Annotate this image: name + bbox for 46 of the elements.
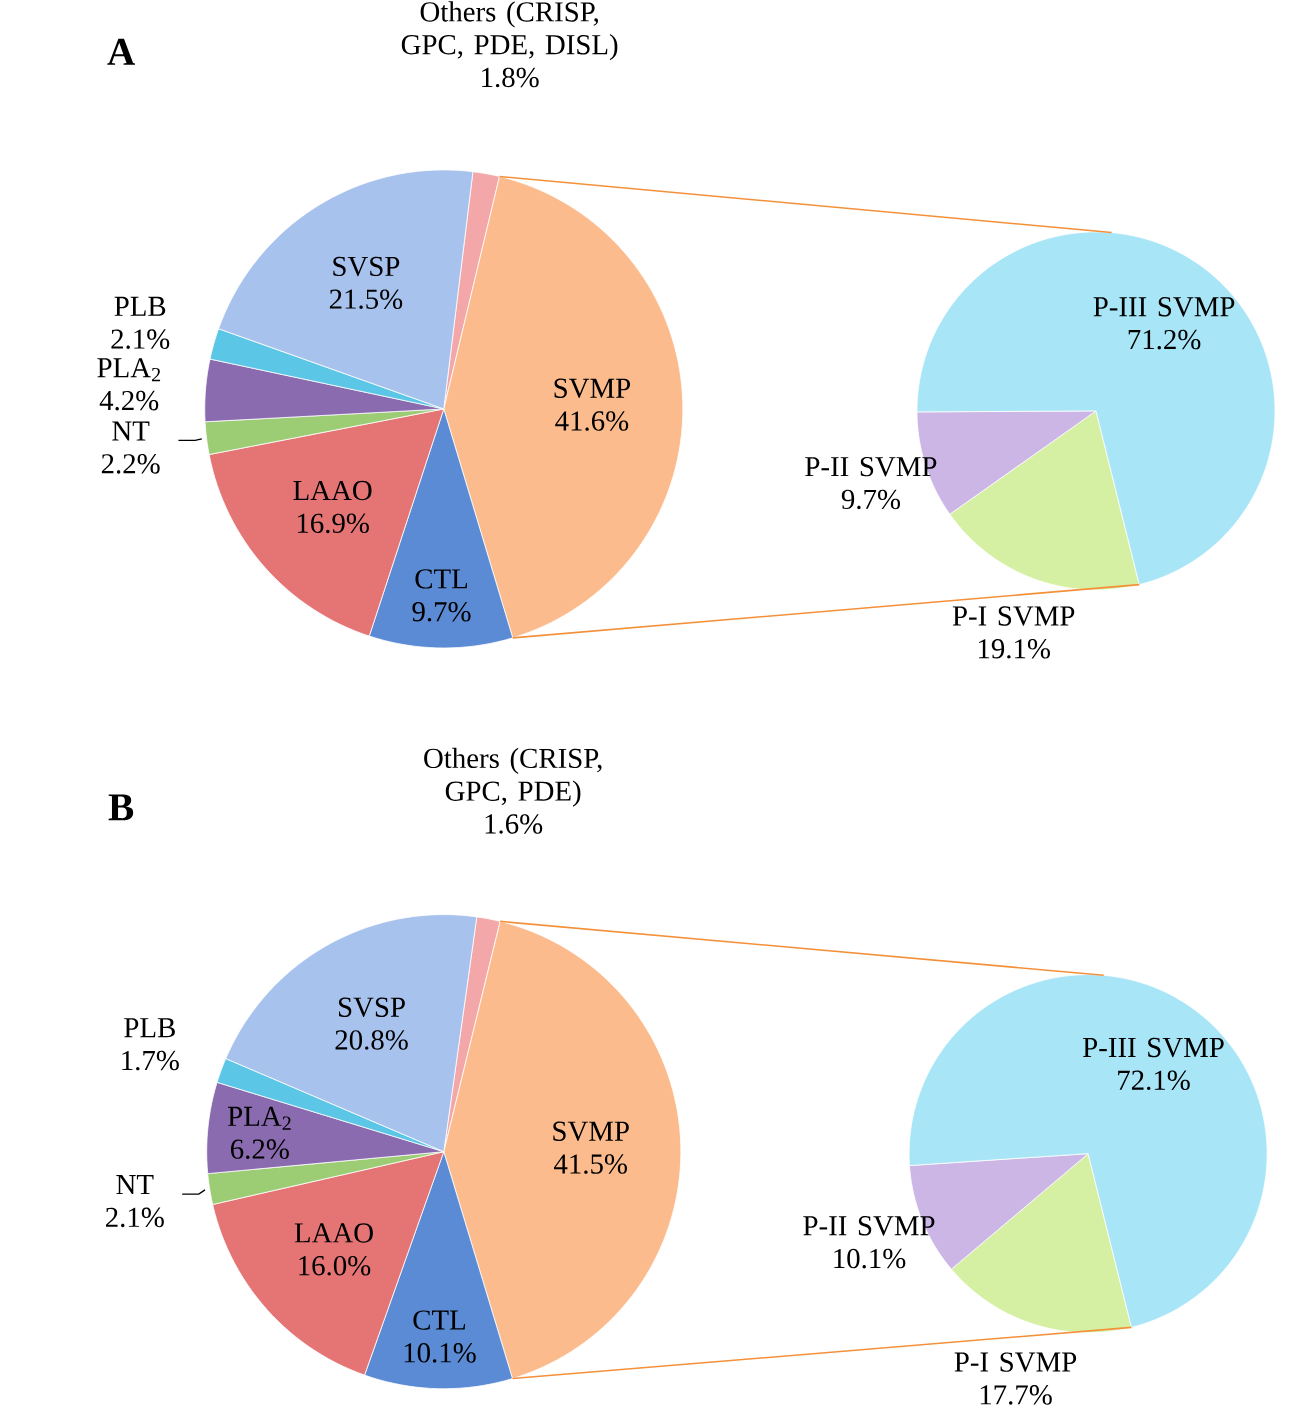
text: A (107, 38, 135, 65)
slice-label: Others (CRISP, GPC, PDE, DISL) (401, 1, 618, 61)
slice-label: LAAO (294, 1223, 373, 1243)
data-label: 17.7% (980, 1385, 1052, 1405)
slice-label: SVSP (333, 256, 400, 277)
slice-label: P-II SVMP (805, 456, 937, 477)
data-label: 9.7% (412, 601, 471, 622)
data-label: 2.1% (105, 1207, 164, 1228)
data-label: 10.1% (834, 1248, 906, 1269)
text: B (108, 794, 134, 821)
slice-label: SVMP (553, 1121, 629, 1142)
data-label: 4.2% (99, 390, 159, 411)
slice-label: CTL (413, 1310, 465, 1330)
data-label: 2.1% (111, 329, 170, 349)
slice-label: P-I SVMP (952, 606, 1075, 626)
data-label: 19.1% (978, 639, 1050, 659)
data-label: 20.8% (335, 1030, 408, 1050)
data-label: 71.2% (1128, 329, 1201, 350)
data-label: 9.7% (841, 489, 900, 510)
data-label: 2.2% (101, 454, 160, 474)
slice-label: SVSP (338, 997, 405, 1018)
slice-label: CTL (415, 569, 467, 589)
data-label: 1.7% (122, 1050, 179, 1071)
data-label: 1.6% (485, 814, 543, 834)
slice-label: NT (112, 421, 150, 441)
slice-label: LAAO (293, 480, 372, 501)
slice-label: PLA$_{2}$ (97, 358, 160, 382)
data-label: 21.5% (329, 289, 403, 309)
slice-label: PLA$_{2}$ (227, 1106, 291, 1130)
slice-label: P-I SVMP (954, 1352, 1076, 1372)
slice-label: PLB (124, 1018, 175, 1038)
data-label: 10.1% (404, 1343, 476, 1363)
data-label: 41.5% (553, 1154, 627, 1174)
data-label: 6.2% (230, 1139, 289, 1159)
slice-label: Others (CRISP, GPC, PDE) (424, 747, 602, 807)
data-label: 41.6% (555, 411, 629, 431)
data-label: 16.0% (299, 1255, 371, 1276)
data-label: 72.1% (1118, 1070, 1190, 1091)
data-label: 16.9% (297, 513, 369, 534)
slice-label: P-III SVMP (1082, 1037, 1224, 1058)
slice-label: P-II SVMP (803, 1216, 935, 1236)
slice-label: SVMP (554, 378, 630, 399)
slice-label: NT (116, 1175, 154, 1195)
data-label: 1.8% (481, 67, 539, 88)
slice-label: PLB (114, 296, 166, 316)
slice-label: P-III SVMP (1093, 297, 1235, 317)
